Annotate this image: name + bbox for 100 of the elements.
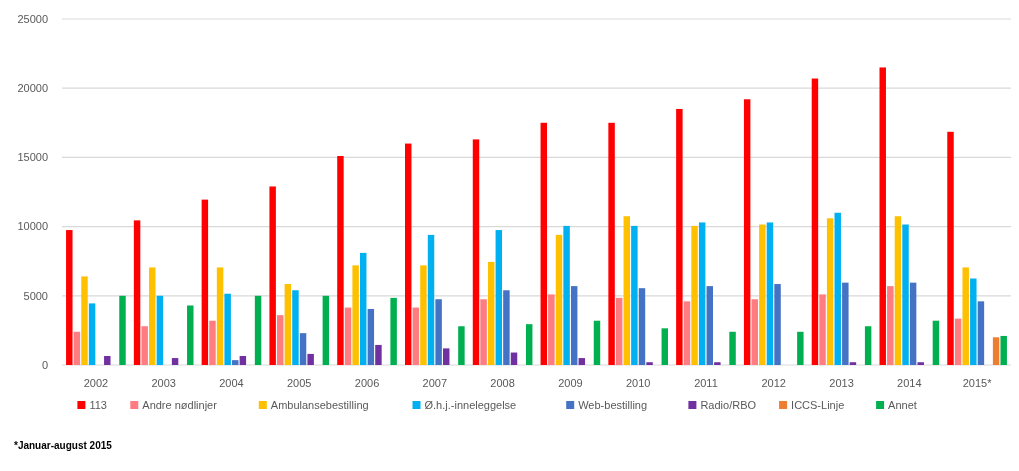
bar: [239, 356, 247, 365]
bar: [352, 265, 359, 365]
bar: [902, 224, 909, 365]
x-tick-label: 2008: [490, 377, 515, 389]
bar: [954, 318, 962, 365]
bar: [797, 331, 804, 365]
bar: [909, 282, 917, 365]
bar: [495, 230, 503, 365]
bar: [232, 360, 239, 365]
y-tick-label: 10000: [17, 220, 48, 233]
legend-label: 113: [89, 398, 107, 411]
bar: [864, 326, 872, 365]
bar: [826, 218, 834, 365]
bar: [638, 288, 646, 365]
bar: [970, 278, 977, 365]
legend-label: Radio/RBO: [700, 398, 757, 411]
bar: [691, 225, 698, 365]
legend-label: Ø.h.j.-inneleggelse: [424, 398, 517, 411]
bar: [104, 356, 111, 365]
bar: [932, 320, 940, 365]
legend-label: ICCS-Linje: [791, 398, 845, 411]
bar: [480, 299, 487, 365]
bar: [563, 225, 570, 365]
bar: [879, 67, 886, 365]
x-tick-label: 2014: [897, 377, 922, 389]
x-tick-label: 2006: [354, 377, 380, 389]
bar: [698, 222, 706, 365]
bar: [962, 267, 969, 365]
y-tick-label: 25000: [17, 12, 48, 25]
bar: [661, 328, 668, 365]
bar: [570, 286, 578, 365]
bar: [390, 297, 397, 365]
bar: [299, 333, 307, 365]
bar: [555, 234, 563, 365]
bar: [714, 362, 721, 365]
bar: [623, 216, 631, 365]
bar: [209, 320, 216, 365]
bar: [683, 301, 691, 365]
bar: [540, 122, 548, 365]
bar: [88, 303, 96, 365]
bar: [743, 99, 751, 365]
x-tick-label: 2003: [151, 377, 176, 389]
bar: [216, 267, 224, 365]
bar: [133, 220, 141, 365]
bar: [706, 286, 713, 365]
legend-label: Annet: [888, 398, 917, 411]
bar: [269, 186, 276, 365]
bar: [156, 295, 164, 365]
bar: [751, 299, 758, 365]
x-tick-label: 2002: [83, 377, 109, 389]
bar: [73, 331, 81, 365]
y-tick-label: 5000: [23, 289, 48, 302]
bar: [284, 284, 292, 365]
bar: [472, 139, 480, 365]
bar: [525, 324, 533, 365]
bar: [849, 362, 857, 365]
x-tick-label: 2011: [694, 377, 718, 389]
bar: [427, 234, 435, 365]
bar: [337, 156, 344, 365]
bar: [977, 301, 985, 365]
bar: [593, 320, 601, 365]
x-tick-label: 2010: [625, 377, 651, 389]
legend-label: Web-bestilling: [578, 398, 648, 411]
bar: [503, 290, 510, 365]
bar: [947, 131, 954, 365]
bar: [578, 358, 586, 365]
bar: [141, 326, 148, 365]
x-tick-label: 2009: [558, 377, 583, 389]
legend-label: Andre nødlinjer: [142, 398, 218, 411]
bar: [292, 290, 299, 365]
bar: [646, 362, 653, 365]
legend-label: Ambulansebestilling: [270, 398, 369, 411]
text: *Januar-august 2015: [14, 440, 113, 451]
bar: [187, 305, 194, 365]
bar: [1000, 335, 1007, 365]
bar: [405, 143, 412, 365]
bar: [811, 78, 819, 365]
x-tick-label: 2013: [829, 377, 854, 389]
bar: [420, 265, 427, 365]
bar: [254, 295, 262, 365]
x-tick-label: 2005: [287, 377, 312, 389]
bar: [201, 199, 209, 365]
x-tick-label: 2007: [422, 377, 448, 389]
x-tick-label: 2015*: [962, 377, 993, 389]
bar: [487, 261, 495, 365]
bar: [894, 216, 902, 365]
bar: [729, 331, 736, 365]
bar: [548, 294, 555, 365]
bar: [608, 122, 615, 365]
bar: [819, 294, 826, 365]
bar: [887, 286, 894, 365]
bar: [375, 344, 382, 365]
bar: [774, 284, 781, 365]
bar: [631, 225, 638, 365]
bar: [615, 297, 623, 365]
y-tick-label: 20000: [17, 82, 48, 95]
bar: [442, 348, 450, 365]
bar: [510, 352, 518, 365]
bar: [171, 358, 179, 365]
bar: [224, 293, 231, 365]
